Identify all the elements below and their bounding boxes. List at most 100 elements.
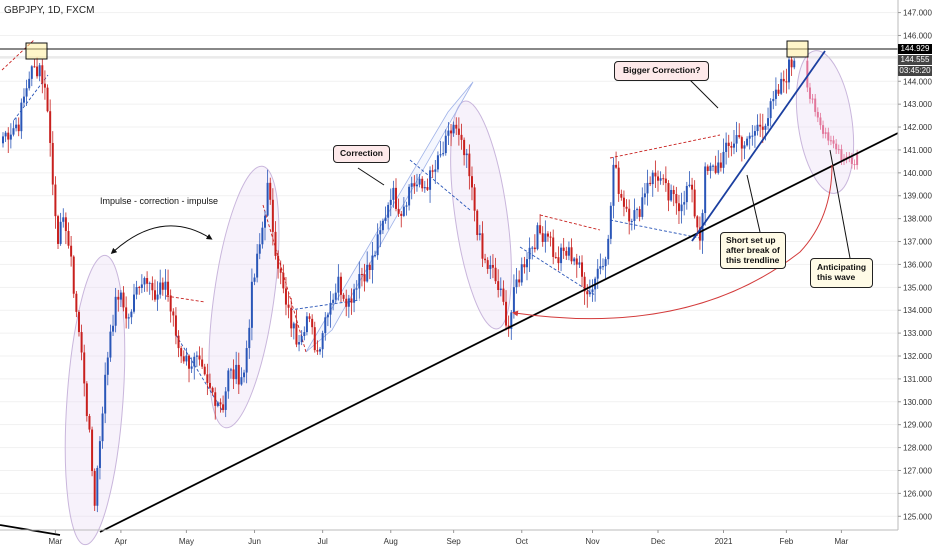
wave-ellipse [795,50,855,194]
time-tick-label: Jul [318,537,328,546]
candle-body [182,356,185,362]
candle-body [30,66,33,79]
projection-body [822,125,825,134]
candle-body [664,178,667,184]
candle-body [646,182,649,194]
candle-body [20,102,23,132]
candle-body [245,348,248,373]
candle-body [460,134,463,140]
candle-body [499,288,502,290]
projection-body [856,154,859,166]
price-tick-label: 132.000 [903,352,932,361]
candle-body [180,348,183,357]
candle-body [463,139,466,156]
candle-body [167,281,170,296]
candle-body [46,87,49,112]
candle-body [174,315,177,336]
candle-body [355,288,358,290]
candle-body [528,247,531,260]
top-highlight-box [786,40,809,58]
candle-body [59,221,62,244]
candle-body [531,247,534,249]
candle-body [683,202,686,205]
candle-body [444,135,447,154]
anticipating-line-2: this wave [817,271,856,282]
candle-body [630,220,633,222]
price-tick-label: 138.000 [903,215,932,224]
candle-body [746,138,749,146]
candle-body [332,299,335,303]
price-tick-label: 136.000 [903,260,932,269]
candle-body [785,81,788,83]
candle-body [730,145,733,148]
projection-body [808,87,811,99]
candle-body [316,350,319,352]
candle-body [526,259,528,268]
candle-body [539,225,542,234]
candle-body [557,257,560,264]
candle-body [395,187,397,209]
candle-body [203,366,206,375]
mirror-arrow [512,164,833,320]
candle-body [227,370,230,392]
price-axis[interactable]: 125.000 126.000 127.000 128.000 129.000 130.0… [897,0,932,530]
projection-body [832,140,835,144]
candle-body [636,209,639,211]
candle-body [659,178,662,181]
short-setup-line-1: Short set up [726,235,776,245]
candle-body [75,293,78,312]
candle-body [101,413,104,442]
wave-ellipse [64,254,126,546]
wave-dashline [165,295,206,303]
time-tick-label: Oct [516,537,529,546]
candle-body [85,383,88,417]
candle-body [4,132,7,137]
candle-body [418,178,421,185]
candle-body [146,278,149,284]
candle-body [284,288,287,305]
candle-body [295,323,298,345]
candle-body [305,316,308,333]
candle-body [156,294,159,300]
candle-body [473,187,476,211]
symbol-label: GBPJPY, 1D, FXCM [4,5,94,16]
candle-body [70,245,73,257]
candle-body [586,291,589,295]
candle-body [376,234,379,256]
candle-body [253,277,256,282]
correction-annotation: Correction [333,145,390,163]
candle-body [261,227,264,245]
candle-body [389,199,392,205]
candle-body [436,155,439,170]
candle-body [581,262,584,277]
candle-body [620,193,623,198]
candle-body [649,182,652,185]
candle-body [447,130,450,136]
candle-body [140,284,143,288]
time-tick-label: Aug [384,537,398,546]
candle-body [363,274,366,282]
candle-body [423,187,426,189]
price-tick-label: 140.000 [903,169,932,178]
candle-body [651,172,654,185]
candle-body [546,233,549,237]
candle-body [159,282,162,295]
candle-body [405,205,408,207]
candle-body [88,416,91,430]
projection-body [806,60,809,88]
candle-body [258,244,261,254]
candle-body [625,206,628,209]
candle-body [345,298,348,307]
candle-body [693,189,696,217]
candle-body [478,233,481,236]
candle-body [172,311,175,316]
candle-body [481,233,484,259]
candle-body [360,274,363,276]
candle-body [366,264,369,282]
candle-body [347,298,350,307]
time-axis[interactable]: Mar Apr May Jun Jul Aug Sep Oct Nov Dec 2021 Feb Mar [0,529,898,546]
current-price-tag: 144.929 [898,44,932,54]
candle-body [774,89,777,99]
candle-body [125,307,128,319]
